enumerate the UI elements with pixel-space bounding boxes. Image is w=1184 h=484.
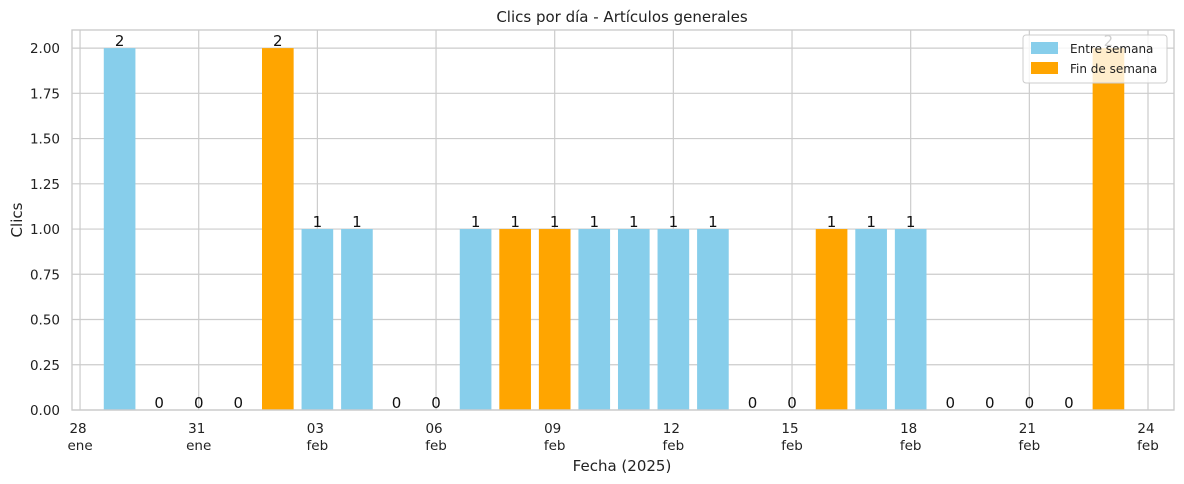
bar-value-label: 0	[985, 394, 995, 412]
bar-value-label: 0	[1025, 394, 1035, 412]
x-tick-label-day: 24	[1137, 421, 1154, 437]
y-tick-label: 0.50	[30, 313, 60, 329]
y-tick-label: 1.75	[30, 86, 60, 102]
x-tick-label-month: feb	[663, 438, 685, 454]
bar-value-label: 1	[471, 213, 481, 231]
bar-value-label: 1	[669, 213, 679, 231]
legend-swatch	[1031, 62, 1058, 74]
bar-value-label: 0	[1064, 394, 1074, 412]
bar-value-label: 2	[115, 32, 125, 50]
x-tick-label-day: 12	[663, 421, 680, 437]
bar-value-label: 0	[194, 394, 204, 412]
y-tick-label: 1.25	[30, 177, 60, 193]
bar-value-label: 0	[945, 394, 955, 412]
y-tick-label: 1.00	[30, 222, 60, 238]
x-tick-label-day: 31	[188, 421, 205, 437]
x-tick-label-month: ene	[186, 438, 211, 454]
bar	[341, 229, 373, 410]
y-tick-label: 2.00	[30, 41, 60, 57]
bar	[855, 229, 887, 410]
bar-value-label: 0	[431, 394, 441, 412]
y-tick-label: 1.50	[30, 132, 60, 148]
plot-frame	[71, 29, 1175, 411]
x-tick-label-month: feb	[544, 438, 566, 454]
x-tick-label-day: 03	[307, 421, 324, 437]
bars-group	[103, 48, 1125, 410]
bar-value-label: 0	[233, 394, 243, 412]
y-tick-label: 0.25	[30, 358, 60, 374]
bar	[538, 229, 571, 410]
bar	[301, 229, 334, 410]
bar-value-label: 1	[550, 213, 560, 231]
bar-value-label: 1	[866, 213, 876, 231]
bar	[499, 229, 531, 410]
bar	[697, 229, 729, 410]
y-tick-label: 0.00	[30, 403, 60, 419]
x-tick-label-day: 28	[69, 421, 86, 437]
tick-labels-group: 0.000.250.500.751.001.251.501.752.0028en…	[30, 41, 1159, 454]
legend-label: Entre semana	[1070, 42, 1153, 56]
bar-value-label: 1	[906, 213, 916, 231]
bar-value-label: 2	[273, 32, 283, 50]
x-tick-label-day: 06	[425, 421, 442, 437]
y-tick-label: 0.75	[30, 267, 60, 283]
x-tick-label-month: feb	[900, 438, 922, 454]
bar-value-label: 0	[787, 394, 797, 412]
legend-swatch	[1031, 42, 1058, 54]
x-tick-label-day: 09	[544, 421, 561, 437]
bar	[262, 48, 294, 410]
x-axis-label: Fecha (2025)	[573, 457, 672, 475]
x-tick-label-day: 21	[1019, 421, 1036, 437]
bar-value-label: 1	[629, 213, 639, 231]
x-tick-label-month: feb	[1019, 438, 1041, 454]
bar	[815, 229, 848, 410]
bar	[103, 48, 136, 410]
bar	[657, 229, 690, 410]
bar-value-label: 1	[352, 213, 362, 231]
bar	[894, 229, 927, 410]
y-axis-label: Clics	[8, 202, 26, 237]
x-tick-label-month: feb	[1137, 438, 1159, 454]
bar-value-label: 1	[510, 213, 520, 231]
x-tick-label-day: 18	[900, 421, 917, 437]
bar	[1092, 48, 1125, 410]
bar	[459, 229, 492, 410]
x-tick-label-day: 15	[781, 421, 798, 437]
chart-title: Clics por día - Artículos generales	[496, 8, 748, 26]
legend: Entre semana Fin de semana	[1022, 34, 1168, 84]
bar-value-label: 1	[313, 213, 323, 231]
bar-value-label: 1	[589, 213, 599, 231]
bar	[578, 229, 611, 410]
bar-value-label: 0	[748, 394, 758, 412]
x-tick-label-month: feb	[307, 438, 329, 454]
x-tick-label-month: ene	[67, 438, 92, 454]
bar-value-label: 1	[708, 213, 718, 231]
x-tick-label-month: feb	[425, 438, 447, 454]
bar-value-label: 1	[827, 213, 837, 231]
legend-label: Fin de semana	[1070, 62, 1157, 76]
bar-value-label: 0	[154, 394, 164, 412]
legend-box	[1022, 34, 1168, 84]
x-tick-label-month: feb	[781, 438, 803, 454]
bar-value-label: 0	[392, 394, 402, 412]
bar	[617, 229, 650, 410]
